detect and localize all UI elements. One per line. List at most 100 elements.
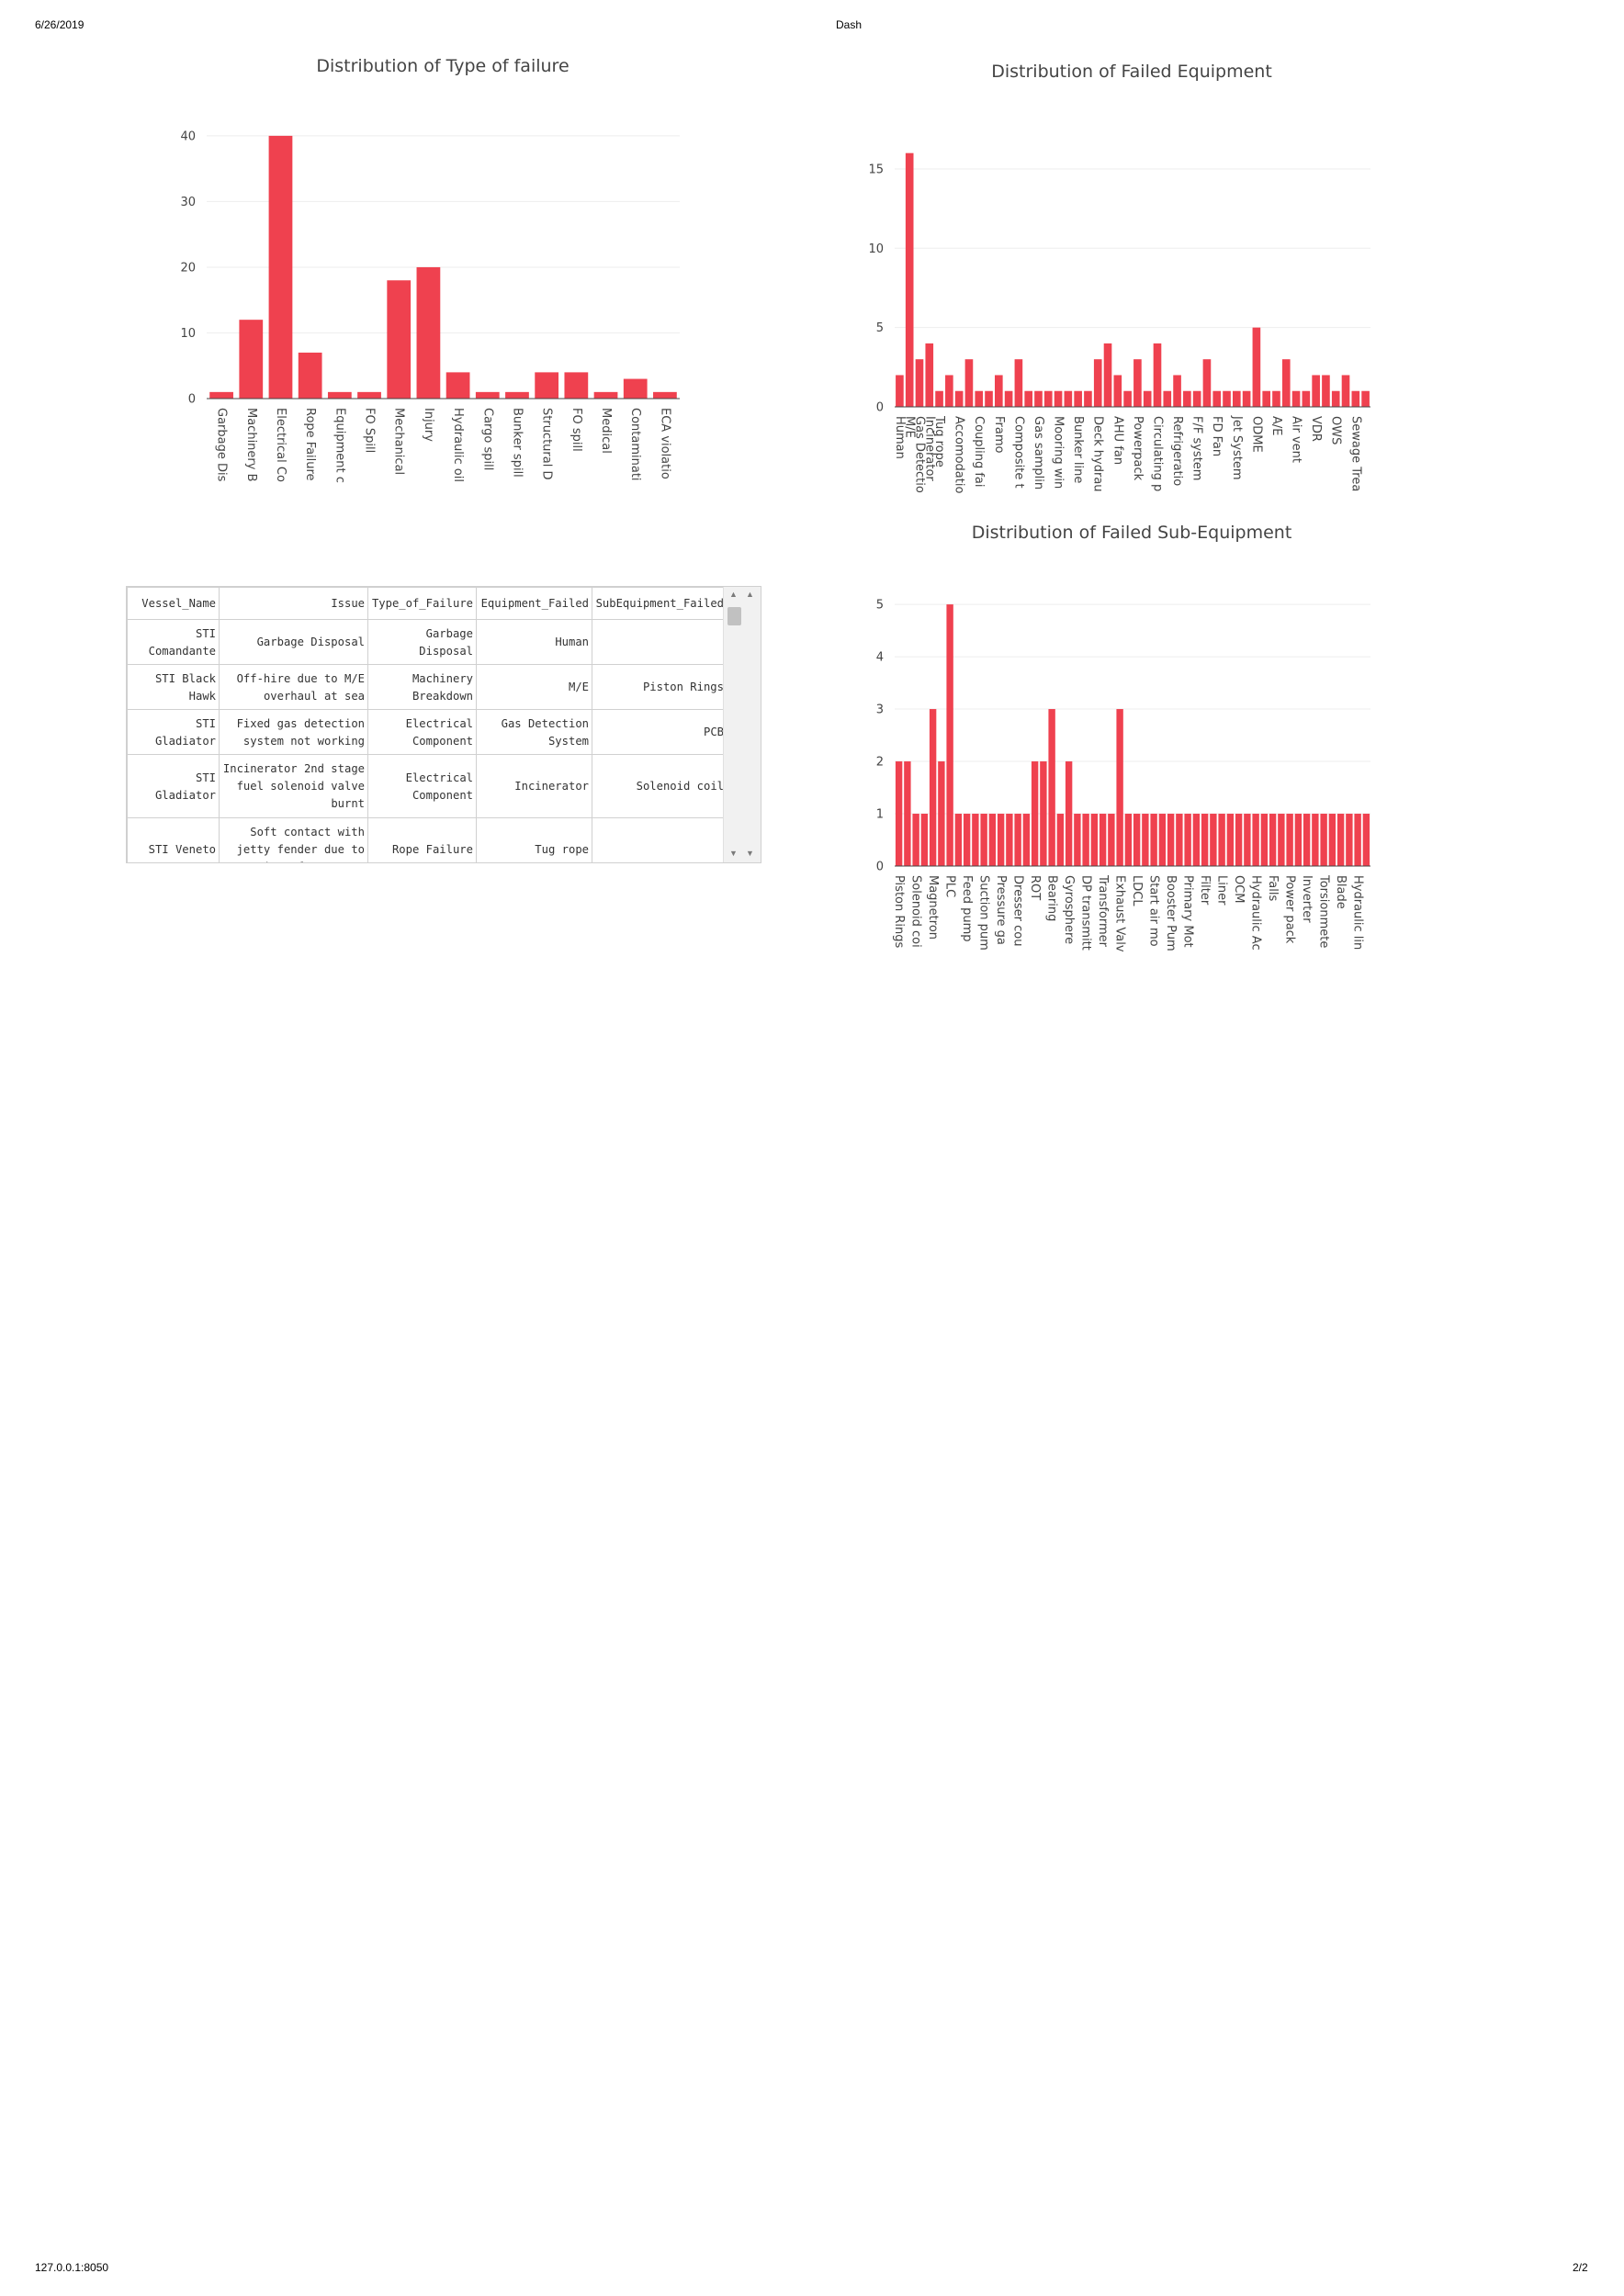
x-tick-label: Start air mo (1147, 875, 1161, 947)
x-tick-label: Mechanical (392, 408, 406, 475)
bar (925, 343, 934, 407)
failed-equipment-svg: Distribution of Failed Equipment 0 5 10 15 Hu… (868, 62, 1370, 493)
table-cell[interactable]: Fixed gas detection system not working (219, 709, 368, 755)
table-cell[interactable]: STI Black Hawk (127, 664, 220, 710)
x-tick-label: Bunker spill (510, 408, 524, 478)
bar (1031, 761, 1039, 866)
table-cell[interactable]: Machinery Breakdown (367, 664, 477, 710)
bar (1212, 390, 1222, 407)
x-tick-label: FD Fan (1210, 416, 1224, 456)
bar (905, 152, 914, 408)
bar (1303, 814, 1311, 866)
table-cell[interactable]: Electrical Component (367, 754, 477, 818)
x-tick-label: Coupling fai (972, 416, 986, 488)
x-tick-label: Torsionmete (1317, 874, 1331, 948)
x-tick-label: Suction pum (977, 875, 991, 951)
x-tick-label: F/F system (1190, 416, 1204, 480)
bar (1133, 359, 1142, 407)
table-cell[interactable]: STI Comandante (127, 619, 220, 665)
failure-data-table[interactable]: Vessel_Name Issue Type_of_Failure Equipm… (126, 586, 761, 863)
bar (1113, 375, 1122, 407)
x-tick-label: Contaminati (628, 408, 642, 481)
bar (1153, 343, 1162, 407)
bar (1014, 814, 1021, 866)
bar (1056, 814, 1065, 866)
table-cell[interactable]: Garbage Disposal (367, 619, 477, 665)
bar (1093, 359, 1102, 407)
table-cell[interactable]: Garbage Disposal (219, 619, 368, 665)
column-header-issue[interactable]: Issue (219, 587, 368, 620)
bar (1244, 814, 1251, 866)
table-cell[interactable]: Off-hire due to M/E overhaul at sea (219, 664, 368, 710)
bar (1158, 814, 1167, 866)
table-cell[interactable]: STI Gladiator (127, 754, 220, 818)
x-tick-label: Medical (599, 408, 613, 454)
bar (1116, 709, 1123, 866)
table-cell[interactable]: Gas Detection System (476, 709, 592, 755)
table-cell[interactable]: Electrical Component (367, 709, 477, 755)
table-cell[interactable]: Tug rope (476, 817, 592, 862)
scrollbar-thumb[interactable] (727, 607, 741, 625)
y-tick-label: 20 (180, 261, 196, 275)
x-tick-label: M/E (903, 416, 917, 438)
bar (938, 761, 945, 866)
data-table: Vessel_Name Issue Type_of_Failure Equipm… (127, 587, 727, 862)
x-tick-label: ECA violatio (658, 408, 671, 479)
column-header-subequipment-failed[interactable]: SubEquipment_Failed (592, 587, 727, 620)
bar (1341, 375, 1350, 407)
table-cell[interactable]: Incinerator (476, 754, 592, 818)
table-cell[interactable]: Rope Failure (367, 817, 477, 862)
x-tick-label: Rope Failure (303, 408, 317, 481)
bar (912, 814, 919, 866)
table-cell[interactable]: Incinerator 2nd stage fuel solenoid valv… (219, 754, 368, 818)
column-header-type-of-failure[interactable]: Type_of_Failure (367, 587, 477, 620)
bar (1133, 814, 1141, 866)
x-tick-label: Air vent (1290, 416, 1303, 463)
bar (1291, 390, 1301, 407)
bar (1184, 814, 1191, 866)
table-scrollbar[interactable]: ▲ ▲ ▼ ▼ (723, 587, 761, 862)
x-tick-label: Gas samplin (1032, 416, 1045, 490)
scroll-down-icon[interactable]: ▼ (746, 849, 754, 858)
table-cell[interactable] (592, 619, 727, 665)
table-row: STI Comandante Garbage Disposal Garbage … (127, 619, 727, 665)
x-tick-label: ROT (1028, 875, 1042, 900)
failed-equipment-chart: Distribution of Failed Equipment 0 5 10 15 Hu… (0, 0, 1624, 514)
table-cell[interactable]: Piston Rings (592, 664, 727, 710)
x-tick-label: Garbage Dis (215, 408, 229, 482)
bar (1218, 814, 1225, 866)
x-tick-label: Incinerator (922, 416, 936, 481)
bar (1328, 814, 1336, 866)
scroll-down-icon[interactable]: ▼ (729, 849, 738, 858)
bar (1103, 343, 1112, 407)
failed-subequipment-chart: Distribution of Failed Sub-Equipment 0 1 2 3… (0, 0, 1624, 1010)
x-tick-label: Booster Pum (1164, 875, 1178, 951)
table-cell[interactable]: Soft contact with jetty fender due to pa… (219, 817, 368, 862)
bar (1065, 761, 1073, 866)
table-cell[interactable]: Human (476, 619, 592, 665)
bar (1322, 375, 1330, 407)
scroll-up-icon[interactable]: ▲ (746, 590, 754, 599)
failed-subequipment-svg: Distribution of Failed Sub-Equipment 0 1 2 3… (876, 523, 1370, 952)
table-cell[interactable]: PCB (592, 709, 727, 755)
bar (985, 390, 993, 407)
column-header-equipment-failed[interactable]: Equipment_Failed (476, 587, 592, 620)
bar (896, 375, 904, 407)
bar (653, 391, 677, 399)
x-tick-label: Power pack (1283, 875, 1297, 944)
x-tick-label: Deck hydrau (1091, 416, 1105, 492)
bar (209, 391, 233, 399)
table-cell[interactable] (592, 817, 727, 862)
table-cell[interactable]: M/E (476, 664, 592, 710)
table-cell[interactable]: Solenoid coil (592, 754, 727, 818)
table-cell[interactable]: STI Gladiator (127, 709, 220, 755)
bar (1286, 814, 1293, 866)
bar (1210, 814, 1217, 866)
scroll-up-icon[interactable]: ▲ (729, 590, 738, 599)
x-tick-label: Bearing (1045, 875, 1059, 921)
bar (1294, 814, 1303, 866)
table-cell[interactable]: STI Veneto (127, 817, 220, 862)
bar (535, 372, 559, 399)
x-tick-label: Refrigeratio (1170, 416, 1184, 486)
column-header-vessel-name[interactable]: Vessel_Name (127, 587, 220, 620)
